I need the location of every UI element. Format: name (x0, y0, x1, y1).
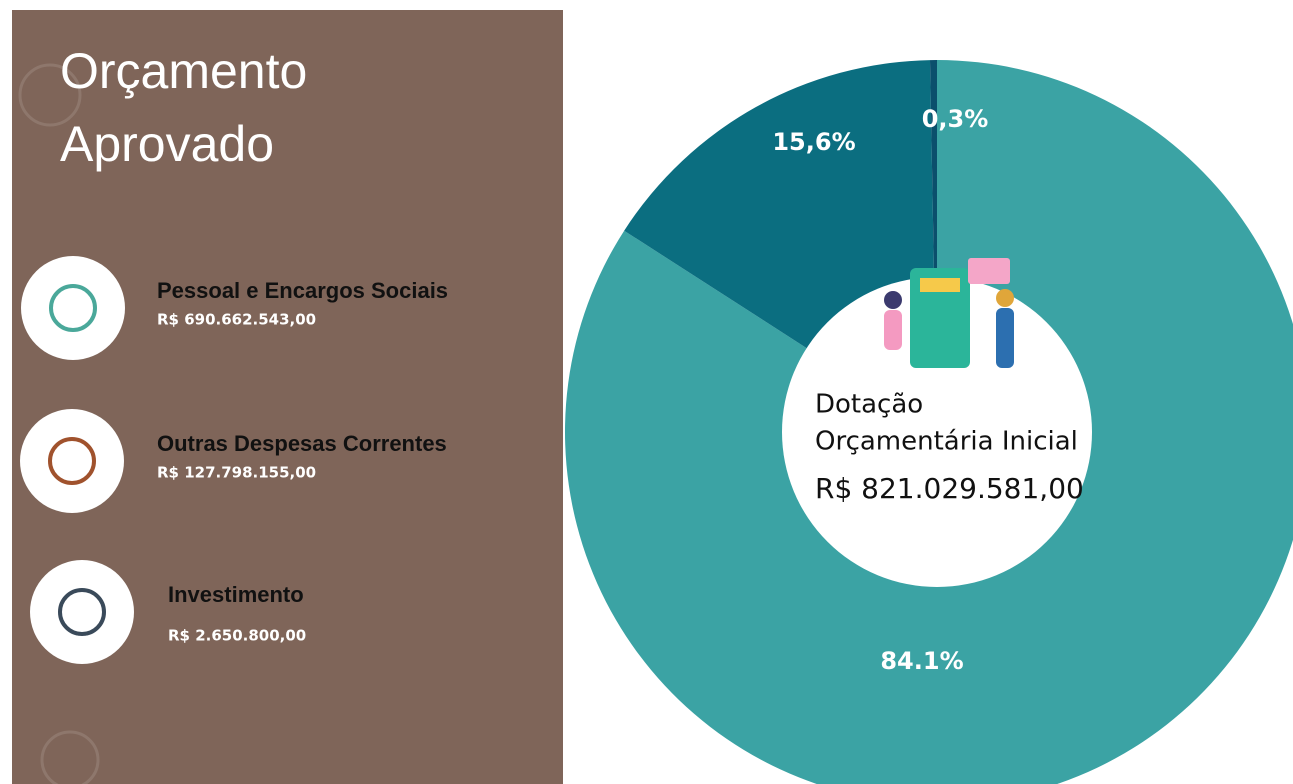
item-amount: R$ 2.650.800,00 (168, 627, 306, 645)
illustration (920, 278, 960, 292)
item-icon-detail (58, 588, 106, 636)
donut-hole (782, 277, 1092, 587)
item-icon-detail (48, 437, 96, 485)
illustration (968, 258, 1010, 284)
center-label: Orçamentária Inicial (815, 427, 1078, 457)
item-name: Pessoal e Encargos Sociais (157, 278, 448, 303)
donut-slice (929, 60, 937, 283)
slice-label: 84.1% (880, 647, 963, 675)
decoration (40, 730, 100, 784)
illustration (910, 268, 970, 368)
item-amount: R$ 690.662.543,00 (157, 311, 316, 329)
center-total: R$ 821.029.581,00 (815, 472, 1084, 505)
panel-title-line: Orçamento (60, 43, 307, 99)
item-amount: R$ 127.798.155,00 (157, 464, 316, 482)
item-name: Investimento (168, 582, 304, 607)
item-icon (20, 409, 124, 513)
decoration (18, 63, 82, 127)
item-icon (21, 256, 125, 360)
illustration (884, 291, 902, 309)
item-icon-detail (49, 284, 97, 332)
slice-label: 15,6% (772, 128, 855, 156)
center-label: Dotação (815, 390, 923, 420)
illustration (996, 289, 1014, 307)
item-icon (30, 560, 134, 664)
slice-label: 0,3% (922, 105, 989, 133)
donut-slice (565, 60, 1293, 784)
illustration (884, 310, 902, 350)
donut-slice (624, 60, 935, 351)
center-illustration (782, 258, 1092, 587)
panel-title-line: Aprovado (60, 116, 274, 172)
item-name: Outras Despesas Correntes (157, 431, 447, 456)
illustration (996, 308, 1014, 368)
